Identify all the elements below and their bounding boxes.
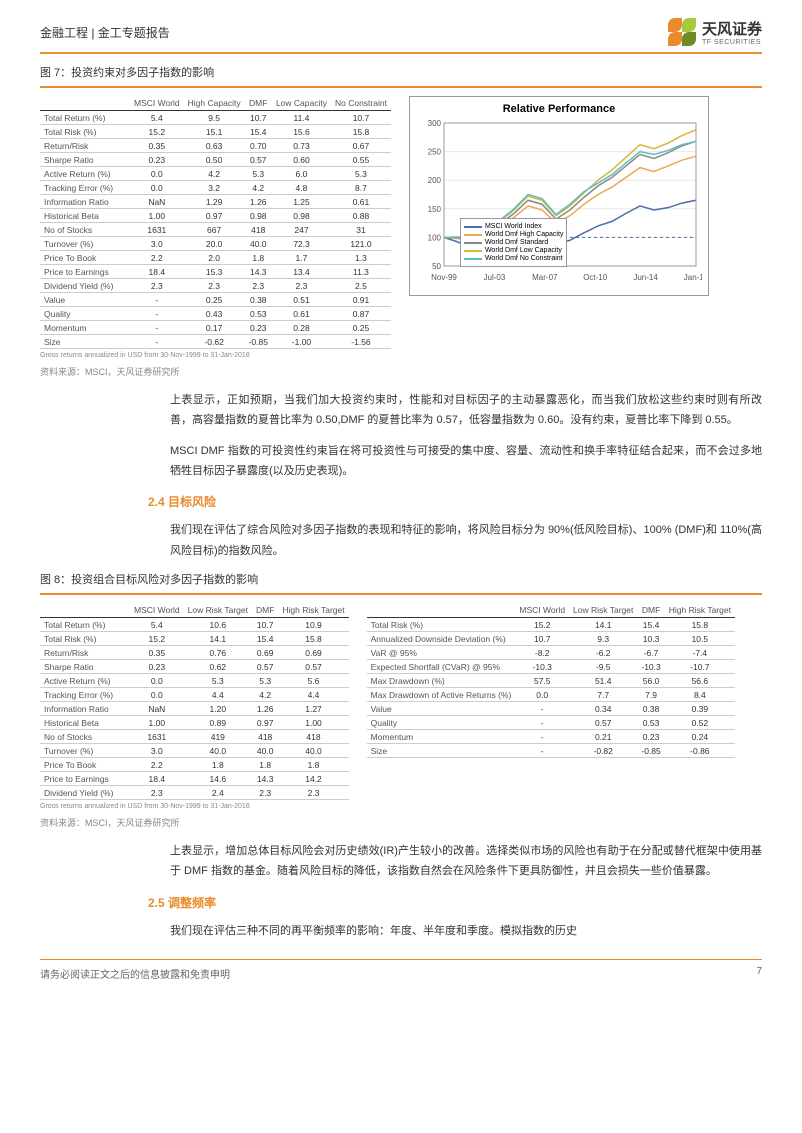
figure7-chart: Relative Performance 50 100 150 200 250 300 No… — [409, 96, 709, 296]
paragraph: MSCI DMF 指数的可投资性约束旨在将可投资性与可接受的集中度、容量、流动性… — [170, 441, 762, 482]
svg-text:200: 200 — [428, 176, 442, 185]
svg-text:Jul-03: Jul-03 — [483, 273, 505, 282]
figure7-source: 资料来源：MSCI，天风证券研究所 — [40, 365, 762, 378]
paragraph: 我们现在评估了综合风险对多因子指数的表现和特征的影响，将风险目标分为 90%(低… — [170, 520, 762, 561]
header-category: 金融工程 | 金工专题报告 — [40, 24, 170, 41]
figure8-caption: 图 8：投资组合目标风险对多因子指数的影响 — [40, 571, 762, 587]
logo-icon — [668, 18, 696, 46]
petal — [668, 32, 682, 46]
svg-text:Mar-07: Mar-07 — [532, 273, 558, 282]
svg-text:150: 150 — [428, 205, 442, 214]
svg-text:Jan-18: Jan-18 — [684, 273, 702, 282]
svg-text:Jun-14: Jun-14 — [633, 273, 658, 282]
svg-text:300: 300 — [428, 119, 442, 128]
paragraph: 上表显示，正如预期，当我们加大投资约束时，性能和对目标因子的主动暴露恶化，而当我… — [170, 390, 762, 431]
figure8-table-right: MSCI WorldLow Risk TargetDMFHigh Risk Ta… — [367, 603, 735, 758]
divider — [40, 86, 762, 88]
petal — [682, 18, 696, 32]
chart-legend: MSCI World IndexWorld Dmf High CapacityW… — [460, 218, 567, 267]
petal — [668, 18, 682, 32]
svg-text:50: 50 — [432, 262, 441, 271]
figure8-source: 资料来源：MSCI，天风证券研究所 — [40, 816, 762, 829]
svg-text:Nov-99: Nov-99 — [431, 273, 457, 282]
section-heading: 2.5 调整频率 — [148, 894, 762, 911]
chart-title: Relative Performance — [416, 103, 702, 115]
table-note: Gross returns annualized in USD from 30-… — [40, 352, 391, 359]
paragraph: 上表显示，增加总体目标风险会对历史绩效(IR)产生较小的改善。选择类似市场的风险… — [170, 841, 762, 882]
paragraph: 我们现在评估三种不同的再平衡频率的影响：年度、半年度和季度。模拟指数的历史 — [170, 921, 762, 941]
figure7-caption: 图 7：投资约束对多因子指数的影响 — [40, 64, 762, 80]
page-footer: 请务必阅读正文之后的信息披露和免责申明 7 — [40, 959, 762, 981]
figure7-table: MSCI WorldHigh CapacityDMFLow CapacityNo… — [40, 96, 391, 349]
petal — [682, 32, 696, 46]
page-header: 金融工程 | 金工专题报告 天风证券 TF SECURITIES — [40, 18, 762, 54]
svg-text:100: 100 — [428, 233, 442, 242]
table-note: Gross returns annualized in USD from 30-… — [40, 803, 349, 810]
svg-text:Oct-10: Oct-10 — [583, 273, 608, 282]
logo-text: 天风证券 TF SECURITIES — [702, 18, 762, 46]
svg-text:250: 250 — [428, 148, 442, 157]
page-number: 7 — [756, 966, 762, 981]
logo: 天风证券 TF SECURITIES — [668, 18, 762, 46]
section-heading: 2.4 目标风险 — [148, 493, 762, 510]
figure8-table-left: MSCI WorldLow Risk TargetDMFHigh Risk Ta… — [40, 603, 349, 800]
footer-disclaimer: 请务必阅读正文之后的信息披露和免责申明 — [40, 966, 230, 981]
divider — [40, 593, 762, 595]
